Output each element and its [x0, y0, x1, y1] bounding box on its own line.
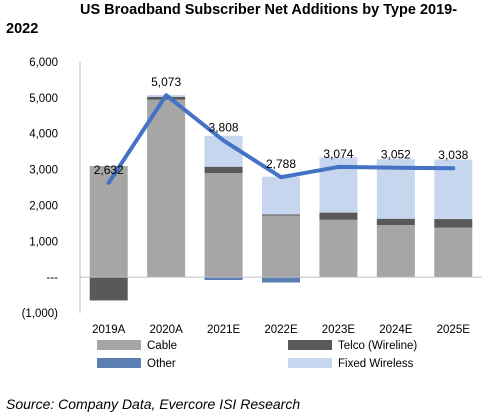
legend-swatch	[288, 340, 332, 350]
x-tick-label: 2022E	[264, 324, 298, 336]
data-label: 3,808	[209, 121, 239, 135]
x-tick-label: 2024E	[379, 324, 413, 336]
y-tick-label: ---	[47, 272, 59, 284]
bar-segment-telco-wireline	[434, 219, 473, 228]
legend-label: Fixed Wireless	[338, 358, 414, 370]
bar-segment-telco-wireline	[262, 214, 300, 216]
chart-legend: Cable Telco (Wireline) Other Fixed Wireless	[97, 340, 417, 370]
x-tick-label: 2025E	[437, 324, 471, 336]
x-tick-label: 2023E	[322, 324, 356, 336]
data-label: 3,052	[381, 148, 411, 162]
y-tick-label: 5,000	[29, 93, 58, 105]
bar-segment-telco-wireline	[319, 212, 358, 220]
y-tick-label: 1,000	[29, 236, 58, 248]
bar-segment-cable	[434, 227, 473, 278]
bar-segment-other	[204, 277, 243, 281]
data-label: 3,074	[323, 147, 353, 161]
chart-title-line1: US Broadband Subscriber Net Additions by…	[80, 2, 458, 18]
bar-segment-cable	[147, 99, 186, 278]
bar-segment-fixed-wireless	[262, 176, 300, 215]
source-note: Source: Company Data, Evercore ISI Resea…	[6, 396, 301, 412]
bar-segment-cable	[376, 225, 415, 278]
legend-label: Other	[147, 358, 176, 370]
legend-label: Telco (Wireline)	[338, 340, 417, 352]
y-tick-label: 3,000	[29, 165, 58, 177]
y-tick-label: 2,000	[29, 200, 58, 212]
bar-segment-other	[262, 277, 300, 283]
legend-swatch	[288, 358, 332, 368]
y-tick-label: (1,000)	[22, 308, 59, 320]
legend-swatch	[97, 340, 141, 350]
x-tick-label: 2021E	[207, 324, 241, 336]
legend-label: Cable	[147, 340, 177, 352]
data-label: 5,073	[151, 75, 181, 89]
y-tick-label: 4,000	[29, 129, 58, 141]
total-series-line	[106, 93, 456, 185]
bar-segment-telco-wireline	[376, 218, 415, 226]
bar-segment-cable	[204, 173, 243, 278]
legend-swatch	[97, 358, 141, 368]
bar-segment-telco-wireline	[204, 166, 243, 174]
bar-segment-cable	[262, 215, 300, 278]
bar-segment-telco-wireline	[89, 277, 128, 301]
x-tick-label: 2020A	[150, 324, 184, 336]
bar-segment-cable	[319, 219, 358, 278]
data-label: 2,632	[94, 163, 124, 177]
x-axis-tick-labels: 2019A 2020A 2021E 2022E 2023E 2024E 2025E	[92, 324, 470, 336]
chart-area: (1,000) --- 1,000 2,000 3,000 4,000 5,000 6,000…	[22, 57, 482, 370]
data-label: 3,038	[438, 148, 468, 162]
x-tick-label: 2019A	[92, 324, 126, 336]
y-tick-label: 6,000	[29, 57, 58, 69]
total-line-group: 2,632 5,073 3,808 2,788 3,074 3,052 3,038	[94, 75, 469, 185]
y-axis-tick-labels: (1,000) --- 1,000 2,000 3,000 4,000 5,000 6,000	[22, 57, 59, 320]
chart-title-line2: 2022	[6, 21, 39, 37]
data-label: 2,788	[266, 157, 296, 171]
